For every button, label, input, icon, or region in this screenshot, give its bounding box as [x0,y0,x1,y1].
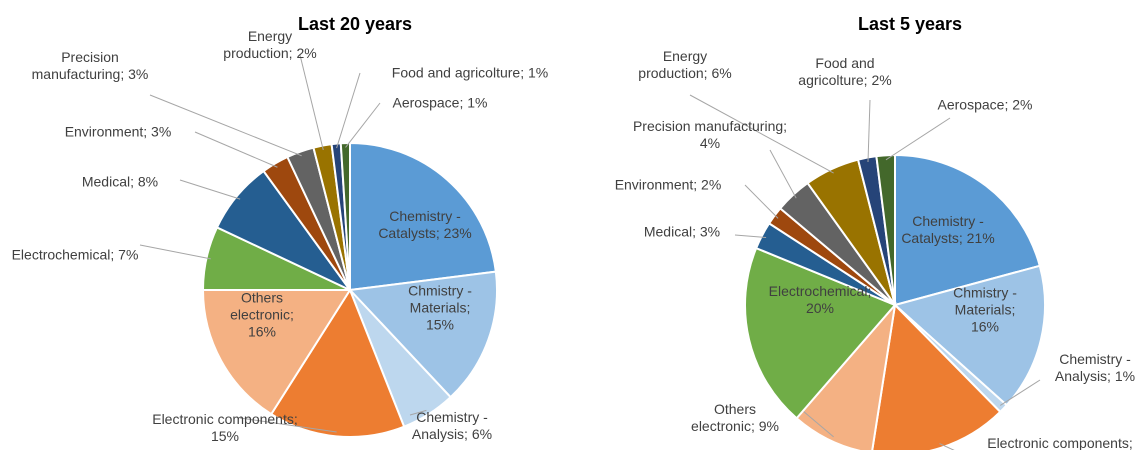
leader-line [734,234,767,239]
data-label: Environment; 2% [614,176,722,193]
leader-line [139,244,211,260]
leader-line [149,94,302,157]
pie-slice [269,287,406,438]
data-label: Chmistry - Materials; 15% [408,282,472,333]
pie-slice [339,141,351,291]
data-label: Chmistry - Materials; 16% [953,284,1017,335]
data-label: Electrochemical; 7% [11,246,139,263]
data-label: Aerospace; 2% [937,96,1033,113]
pie-slice [795,301,897,450]
data-label: Electronic components; 15% [987,435,1133,450]
leader-line [744,184,779,219]
data-label: Medical; 3% [643,223,721,240]
data-label: Chemistry - Catalysts; 21% [901,213,995,246]
leader-line [345,102,381,148]
data-label: Precision manufacturing; 4% [632,118,788,151]
leader-line [689,94,834,174]
leader-line [239,417,337,433]
leader-line [409,409,427,416]
pie-slice [201,289,352,416]
pie-slice [875,153,896,306]
data-label: Electronic components; 15% [152,411,298,444]
chart-title: Last 5 years [857,14,963,34]
leader-line [885,117,951,161]
data-label: Precision manufacturing; 3% [31,49,149,82]
data-label: Food and agricolture; 1% [391,64,549,81]
chart-title: Last 20 years [297,14,413,34]
leader-line [769,149,797,199]
data-label: Electrochemical; 20% [768,283,872,316]
data-label: Chemistry - Analysis; 6% [411,409,493,442]
leader-line [299,54,324,151]
data-label: Energy production; 2% [223,28,317,61]
data-label: Others electronic; 16% [230,289,294,340]
leader-line [999,379,1041,406]
data-label: Others electronic; 9% [691,401,779,434]
data-label: Aerospace; 1% [392,94,488,111]
pie-slice [871,302,1002,450]
leader-line [867,99,871,163]
data-label: Energy production; 6% [638,48,732,81]
pie-slice [894,153,1042,307]
pie-slice [347,270,498,399]
data-label: Environment; 3% [64,123,172,140]
pie-slice [349,141,497,292]
data-label: Medical; 8% [81,173,159,190]
data-label: Chemistry - Catalysts; 23% [378,208,472,241]
leader-line [179,179,241,200]
leader-line [939,443,955,450]
leader-line [194,131,278,168]
data-label: Chemistry - Analysis; 1% [1054,351,1136,384]
leader-line [336,72,361,149]
data-label: Food and agricolture; 2% [798,55,892,88]
